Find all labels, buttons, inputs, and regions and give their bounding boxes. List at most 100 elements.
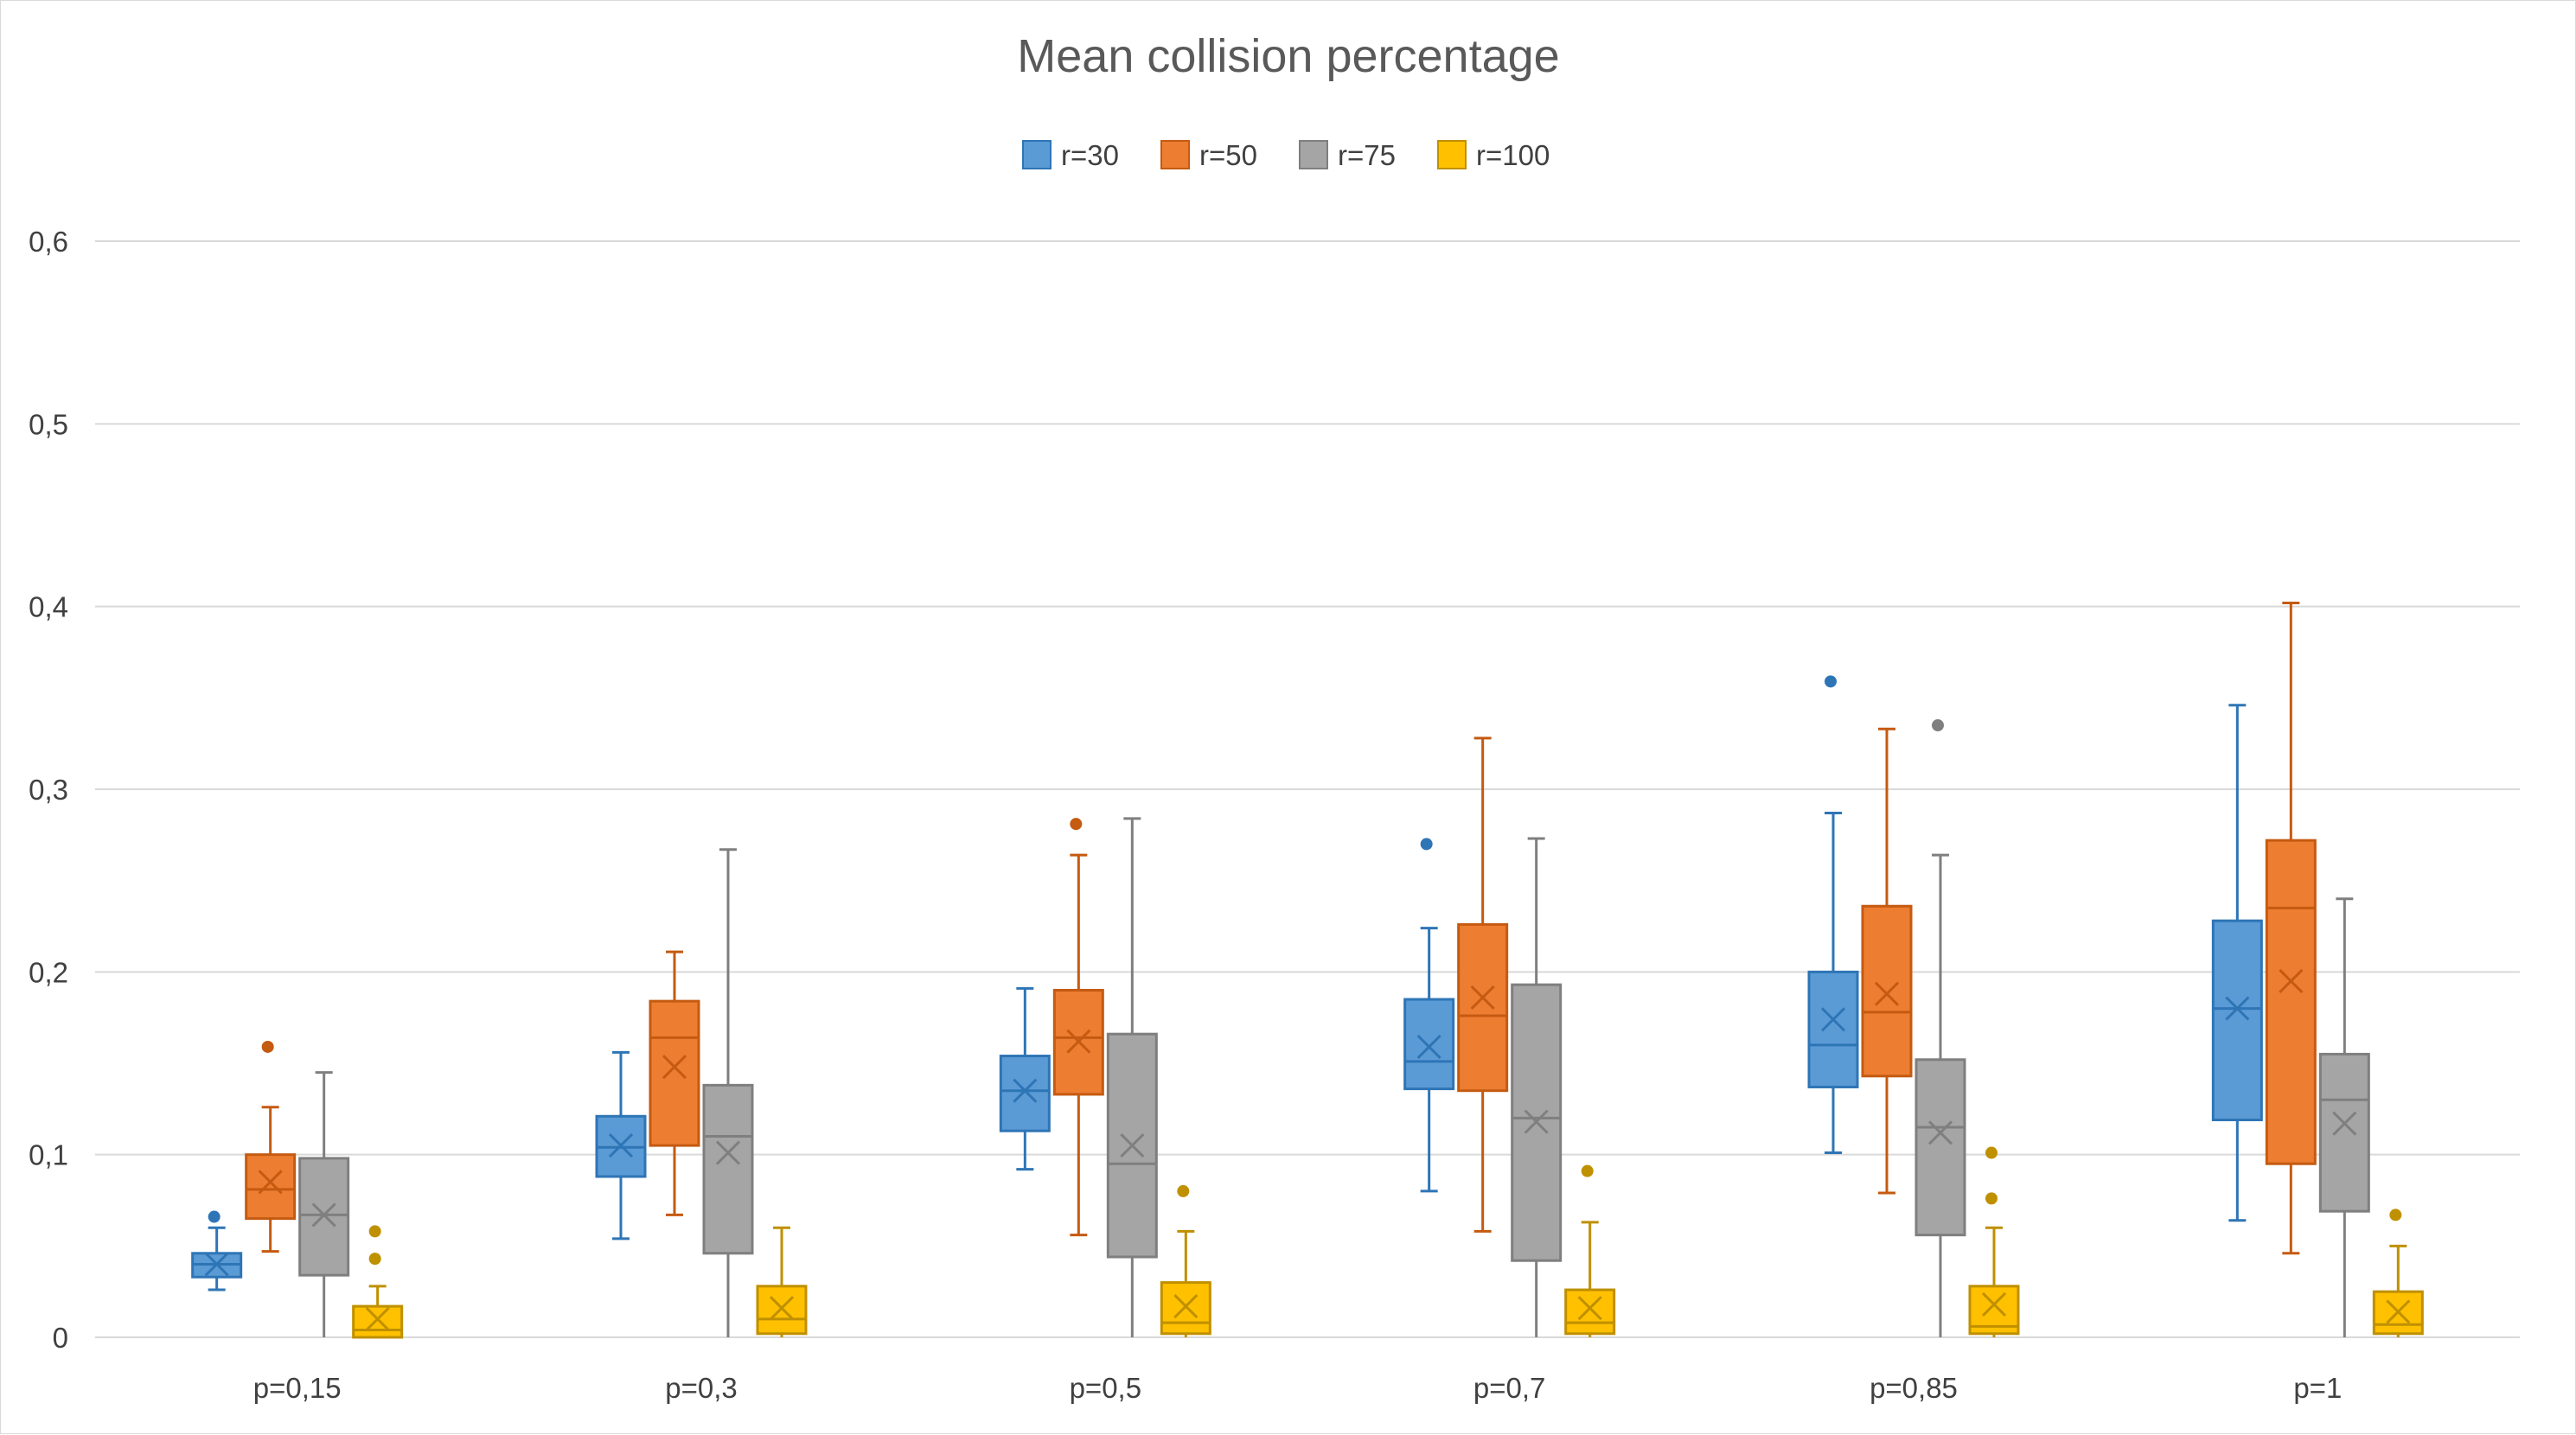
- box-body: [2372, 1290, 2424, 1336]
- outlier-point: [368, 1253, 381, 1266]
- legend-swatch: [1437, 140, 1467, 169]
- mean-marker: [1577, 1296, 1602, 1321]
- box-r100-p0_5: [1160, 1184, 1211, 1337]
- box-r75-p0_85: [1914, 719, 1966, 1337]
- chart-title: Mean collision percentage: [1017, 30, 1559, 82]
- box-body: [1861, 904, 1913, 1078]
- legend-label: r=30: [1061, 139, 1119, 171]
- box-r75-p0_5: [1106, 817, 1158, 1337]
- mean-marker: [769, 1296, 795, 1321]
- mean-marker: [1820, 1007, 1846, 1032]
- box-body: [2265, 839, 2317, 1165]
- box-body: [352, 1304, 404, 1339]
- outlier-point: [1985, 1192, 1998, 1205]
- mean-marker: [1470, 985, 1495, 1010]
- box-body: [2211, 919, 2263, 1122]
- box-r75-p0_15: [298, 1071, 350, 1337]
- mean-marker: [662, 1055, 687, 1080]
- mean-marker: [365, 1306, 390, 1331]
- box-r50-p0_3: [649, 950, 700, 1216]
- box-r30-p0_85: [1807, 675, 1859, 1155]
- y-axis-labels: 0 0,1 0,2 0,3 0,4 0,5 0,6: [29, 226, 68, 1354]
- x-tick-label: p=0,5: [1070, 1372, 1142, 1404]
- mean-marker: [1173, 1294, 1199, 1319]
- mean-marker: [258, 1170, 283, 1195]
- box-r100-p0_7: [1564, 1164, 1616, 1337]
- outlier-point: [1825, 675, 1837, 688]
- gridlines: [95, 240, 2520, 1338]
- y-tick-label: 0,5: [29, 408, 68, 440]
- plot-area: [191, 601, 2424, 1339]
- box-r50-p0_7: [1457, 737, 1509, 1233]
- mean-marker: [311, 1202, 336, 1228]
- mean-marker: [1981, 1292, 2007, 1317]
- y-tick-label: 0,3: [29, 774, 68, 806]
- outlier-point: [1070, 818, 1083, 831]
- legend-label: r=75: [1338, 139, 1396, 171]
- outlier-point: [1177, 1184, 1190, 1197]
- box-body: [1457, 922, 1509, 1093]
- mean-marker: [715, 1140, 741, 1165]
- box-r100-p0_85: [1968, 1146, 2020, 1337]
- box-r75-p1: [2318, 897, 2370, 1337]
- box-r50-p0_5: [1052, 818, 1104, 1237]
- box-r100-p0_3: [756, 1226, 808, 1337]
- box-body: [1403, 998, 1455, 1091]
- box-body: [999, 1055, 1051, 1132]
- mean-marker: [2279, 968, 2304, 993]
- mean-marker: [1874, 981, 1900, 1006]
- legend-swatch: [1022, 140, 1051, 169]
- box-r75-p0_7: [1511, 837, 1563, 1337]
- y-tick-label: 0,4: [29, 591, 68, 623]
- mean-marker: [204, 1252, 229, 1277]
- box-r50-p0_85: [1861, 727, 1913, 1195]
- x-tick-label: p=0,3: [665, 1372, 738, 1404]
- outlier-point: [1985, 1146, 1998, 1159]
- legend-label: r=100: [1476, 139, 1550, 171]
- legend-swatch: [1299, 140, 1328, 169]
- outlier-point: [368, 1225, 381, 1238]
- box-r50-p1: [2265, 601, 2317, 1255]
- y-tick-label: 0,2: [29, 956, 68, 988]
- x-tick-label: p=0,7: [1473, 1372, 1546, 1404]
- x-tick-label: p=0,15: [253, 1372, 342, 1404]
- outlier-point: [208, 1210, 221, 1223]
- y-tick-label: 0,6: [29, 226, 68, 258]
- outlier-point: [1932, 719, 1944, 732]
- mean-marker: [1416, 1034, 1441, 1060]
- box-r75-p0_3: [702, 848, 754, 1337]
- x-tick-label: p=1: [2293, 1372, 2342, 1404]
- mean-marker: [1066, 1029, 1091, 1054]
- box-r30-p0_7: [1403, 838, 1455, 1193]
- box-body: [2318, 1052, 2370, 1213]
- box-r30-p0_15: [191, 1210, 243, 1292]
- mean-marker: [2386, 1299, 2411, 1324]
- mean-marker: [2225, 996, 2250, 1021]
- box-r30-p1: [2211, 704, 2263, 1222]
- box-r30-p0_5: [999, 986, 1051, 1171]
- box-body: [649, 999, 700, 1147]
- mean-marker: [1927, 1120, 1953, 1145]
- outlier-point: [1581, 1164, 1594, 1177]
- box-body: [245, 1153, 297, 1221]
- box-r30-p0_3: [595, 1050, 647, 1240]
- legend: r=30 r=50 r=75 r=100: [1022, 139, 1550, 171]
- outlier-point: [1420, 838, 1433, 851]
- box-r100-p0_15: [352, 1225, 404, 1339]
- box-r100-p1: [2372, 1209, 2424, 1337]
- x-axis-labels: p=0,15 p=0,3 p=0,5 p=0,7 p=0,85 p=1: [253, 1372, 2343, 1404]
- y-tick-label: 0,1: [29, 1139, 68, 1171]
- mean-marker: [1013, 1078, 1038, 1103]
- box-body: [1807, 970, 1859, 1088]
- mean-marker: [608, 1133, 634, 1158]
- box-r50-p0_15: [245, 1040, 297, 1253]
- mean-marker: [1524, 1109, 1549, 1134]
- mean-marker: [1120, 1133, 1145, 1158]
- box-body: [702, 1083, 754, 1255]
- y-tick-label: 0: [53, 1322, 68, 1354]
- box-body: [1564, 1288, 1616, 1336]
- outlier-point: [2389, 1209, 2402, 1221]
- legend-swatch: [1160, 140, 1190, 169]
